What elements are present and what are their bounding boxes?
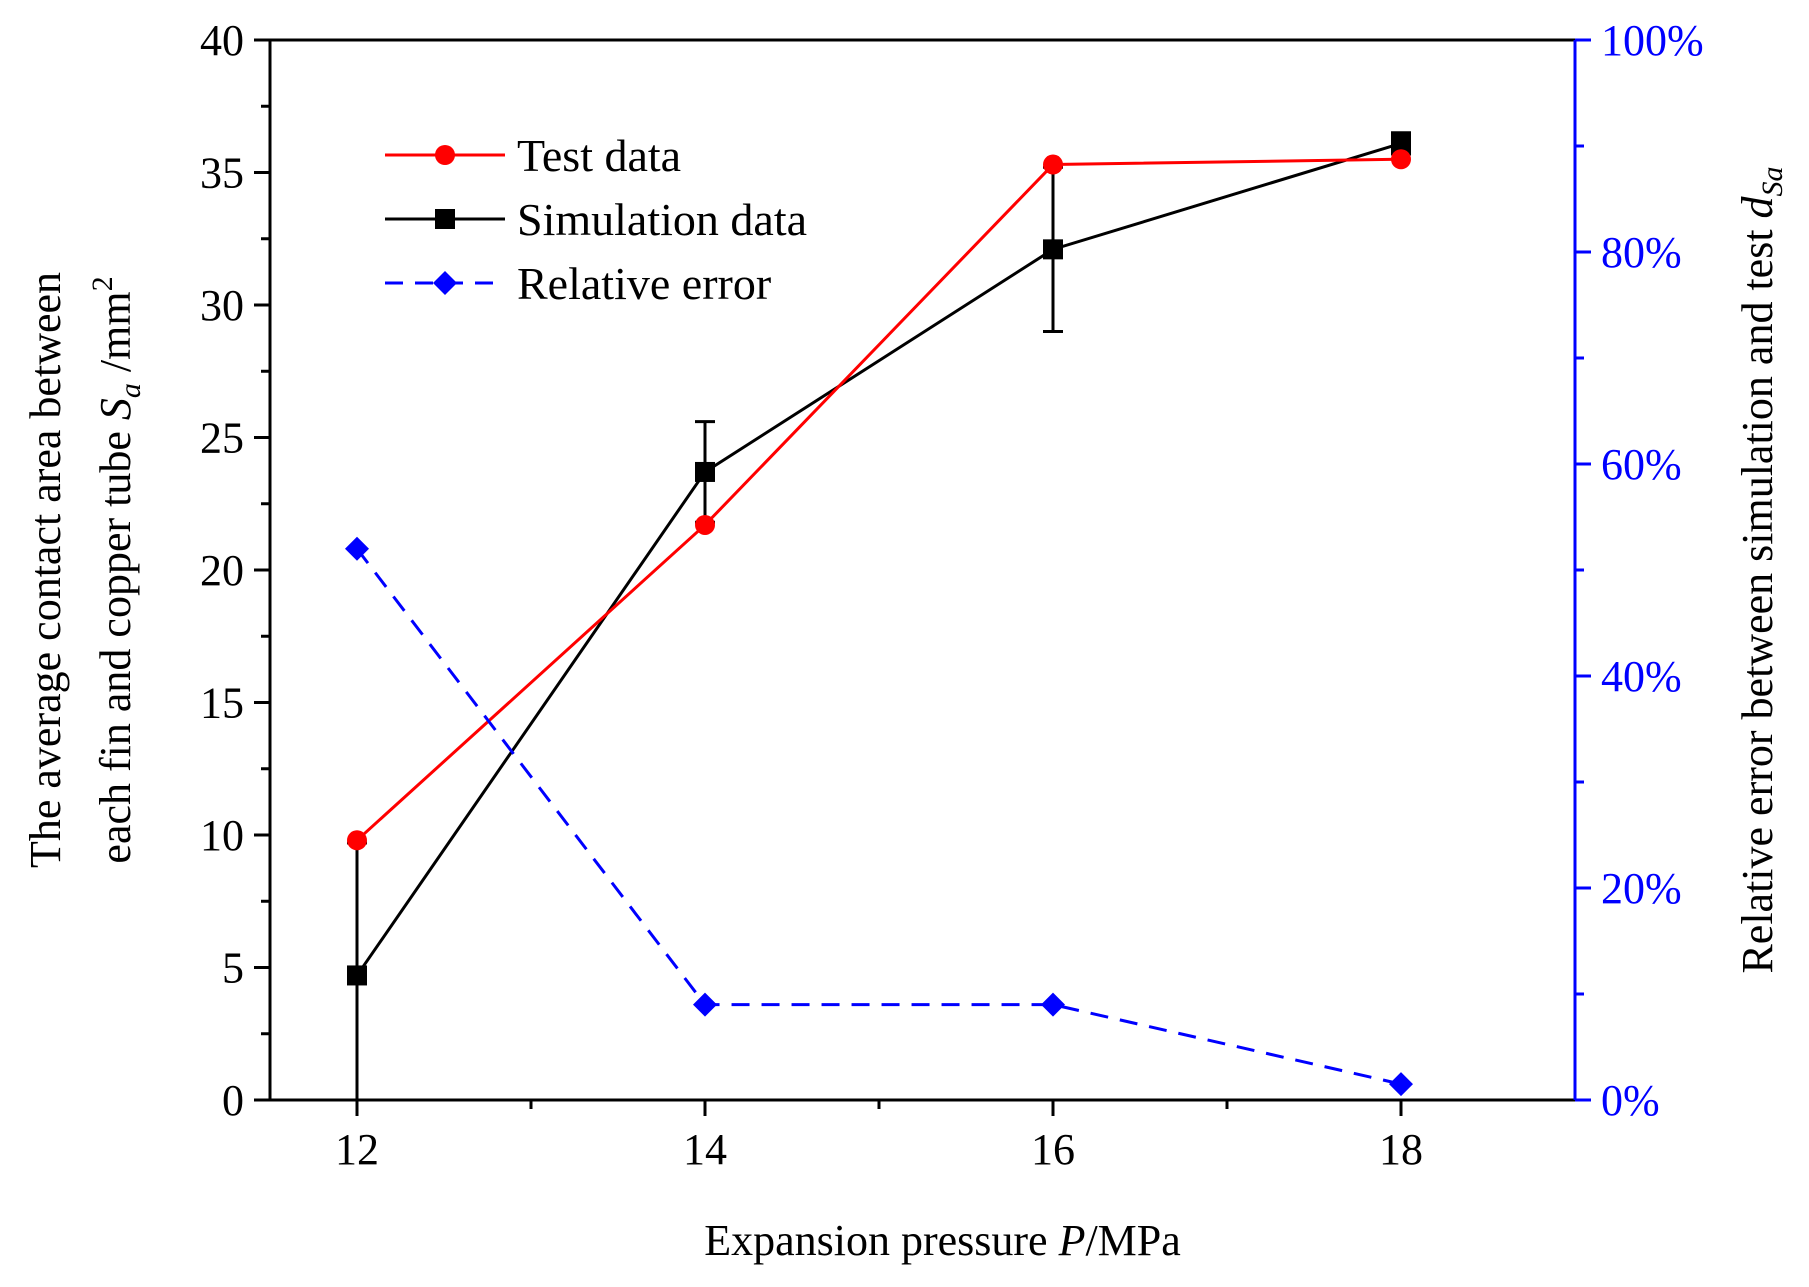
data-point <box>1043 154 1063 175</box>
legend: Test data Simulation data Relative error <box>385 130 807 309</box>
legend-label: Test data <box>517 130 681 181</box>
series-line <box>355 157 1402 842</box>
legend-marker <box>435 209 455 229</box>
data-point <box>1391 149 1411 170</box>
legend-label: Relative error <box>517 258 771 309</box>
y-tick-label: 30 <box>200 281 244 330</box>
y-tick-label: 0 <box>222 1076 244 1125</box>
series-test-data <box>347 149 1411 851</box>
y-tick-label: 40 <box>200 16 244 65</box>
y-tick-label: 35 <box>200 149 244 198</box>
y2-axis-title: Relative error between simulation and te… <box>1733 166 1789 973</box>
legend-marker <box>435 145 455 165</box>
x-tick-label: 16 <box>1031 1125 1075 1174</box>
data-point <box>347 965 367 986</box>
y2-tick-label: 0% <box>1601 1076 1660 1125</box>
legend-label: Simulation data <box>517 194 807 245</box>
legend-item: Simulation data <box>385 194 807 245</box>
series-relative-error <box>345 536 1413 1097</box>
axis-titles: Expansion pressure P/MPa The average cont… <box>21 166 1789 1265</box>
data-point <box>345 536 369 561</box>
data-point <box>1391 133 1411 154</box>
y-axis-title-line2: each fin and copper tube Sa /mm2 <box>86 276 147 863</box>
data-point <box>693 992 717 1017</box>
y-tick-label: 20 <box>200 546 244 595</box>
legend-item: Test data <box>385 130 681 181</box>
data-point <box>695 461 715 482</box>
y-tick-label: 25 <box>200 414 244 463</box>
y2-tick-label: 100% <box>1601 16 1704 65</box>
series-layer <box>345 131 1413 1100</box>
x-tick-label: 12 <box>335 1125 379 1174</box>
series-line <box>355 141 1402 977</box>
data-point <box>1041 992 1065 1017</box>
y2-tick-label: 40% <box>1601 652 1682 701</box>
legend-marker <box>433 271 457 295</box>
x-tick-label: 14 <box>683 1125 727 1174</box>
y-tick-label: 5 <box>222 944 244 993</box>
x-axis-title: Expansion pressure P/MPa <box>704 1216 1181 1265</box>
data-point <box>1043 239 1063 260</box>
y-tick-label: 10 <box>200 811 244 860</box>
y2-tick-label: 60% <box>1601 440 1682 489</box>
axes: 0 5 10 15 20 25 30 35 40 0% 20% 40% 60% 80% 100% 12 14 16… <box>200 16 1704 1174</box>
y-tick-label: 15 <box>200 679 244 728</box>
legend-item: Relative error <box>385 258 771 309</box>
data-point <box>1389 1072 1413 1097</box>
x-tick-label: 18 <box>1379 1125 1423 1174</box>
series-simulation-data <box>347 131 1411 1100</box>
y-axis-title-line1: The average contact area between <box>21 272 70 868</box>
data-point <box>695 514 715 535</box>
y2-tick-label: 20% <box>1601 864 1682 913</box>
data-point <box>347 830 367 851</box>
series-line <box>355 547 1402 1086</box>
y2-tick-label: 80% <box>1601 228 1682 277</box>
